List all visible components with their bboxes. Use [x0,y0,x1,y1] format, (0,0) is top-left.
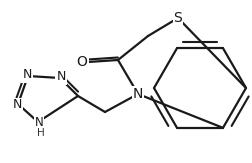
Text: H: H [37,128,45,138]
Text: N: N [132,87,143,101]
Text: N: N [22,68,32,82]
Text: N: N [35,117,43,129]
Text: S: S [173,11,182,25]
Text: O: O [76,55,87,69]
Text: N: N [12,98,22,111]
Text: N: N [56,71,66,83]
